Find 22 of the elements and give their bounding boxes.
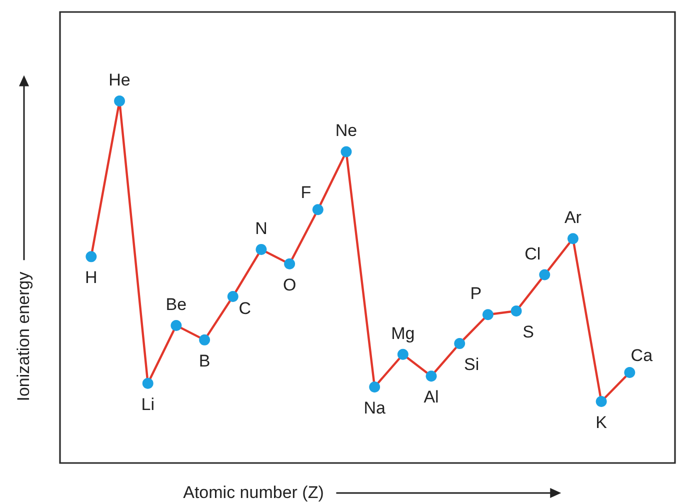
x-tick-label: Ar (564, 208, 582, 228)
x-tick-label: N (255, 218, 268, 238)
x-tick-label: Be (166, 294, 187, 314)
y-axis-title: Ionization energy (14, 271, 34, 401)
x-tick-label: O (282, 275, 296, 294)
x-tick-label: Na (364, 398, 386, 418)
x-axis-title: Atomic number (Z) (183, 483, 324, 503)
x-tick-label: Ca (630, 346, 654, 366)
x-tick-label: Si (464, 355, 480, 374)
x-tick-label: Mg (391, 324, 415, 343)
x-tick-label: F (300, 183, 312, 202)
x-tick-label: H (85, 268, 98, 288)
x-tick-label: Li (141, 394, 154, 414)
x-tick-label: C (238, 299, 252, 318)
x-tick-label: Al (424, 388, 439, 407)
x-tick-label: Cl (524, 244, 541, 264)
x-tick-label: B (198, 351, 210, 370)
x-tick-label: Ne (335, 121, 358, 140)
x-tick-label: He (108, 70, 130, 90)
x-tick-label: K (596, 412, 608, 432)
x-tick-label: S (522, 322, 534, 342)
x-tick-label: P (470, 284, 482, 304)
